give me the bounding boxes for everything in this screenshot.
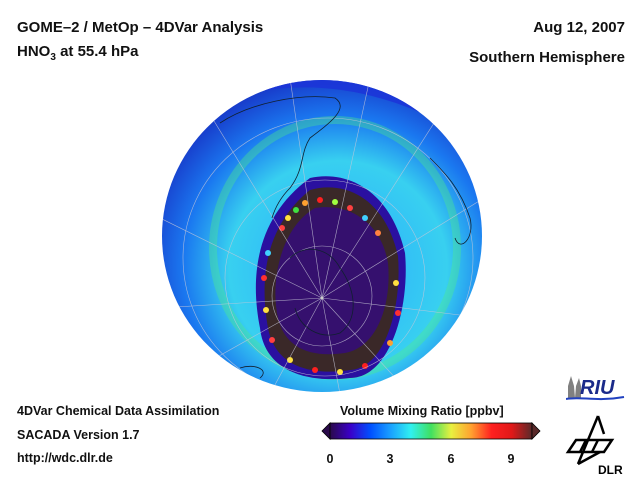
river-wave <box>566 396 625 401</box>
colorbar-tick-0: 0 <box>326 452 334 466</box>
species-label: HNO3 at 55.4 hPa <box>17 43 138 67</box>
colorbar-tick-3: 3 <box>386 452 394 466</box>
colorbar-tick-9: 9 <box>507 452 515 466</box>
dlr-emblem-icon <box>565 415 615 466</box>
colorbar <box>321 422 541 440</box>
cathedral-icon <box>568 376 581 398</box>
colorbar-tick-6: 6 <box>447 452 455 466</box>
globe-map <box>162 80 482 392</box>
map-title: GOME–2 / MetOp – 4DVar Analysis <box>17 19 264 36</box>
south-pole-marker <box>320 296 324 300</box>
colorbar-title: Volume Mixing Ratio [ppbv] <box>340 404 504 418</box>
colorbar-ramp <box>329 422 533 440</box>
footer-line-2: SACADA Version 1.7 <box>17 428 140 442</box>
species-subscript: 3 <box>50 52 56 63</box>
footer-url[interactable]: http://wdc.dlr.de <box>17 451 113 465</box>
colorbar-under-arrow <box>321 422 331 440</box>
colorbar-over-arrow <box>531 422 541 440</box>
dlr-logo-text: DLR <box>598 463 623 477</box>
vortex-core <box>275 207 389 355</box>
dlr-logo: DLR <box>565 415 623 477</box>
collar-dots <box>261 197 401 375</box>
species-level: at 55.4 hPa <box>55 43 139 60</box>
coastlines <box>219 96 472 379</box>
riu-logo: RIU <box>566 376 625 401</box>
region-label: Southern Hemisphere <box>469 49 625 66</box>
riu-logo-text: RIU <box>580 377 615 399</box>
date-label: Aug 12, 2007 <box>533 19 625 36</box>
footer-line-1: 4DVar Chemical Data Assimilation <box>17 404 220 418</box>
species-main: HNO <box>17 43 51 60</box>
graticule <box>162 80 482 392</box>
